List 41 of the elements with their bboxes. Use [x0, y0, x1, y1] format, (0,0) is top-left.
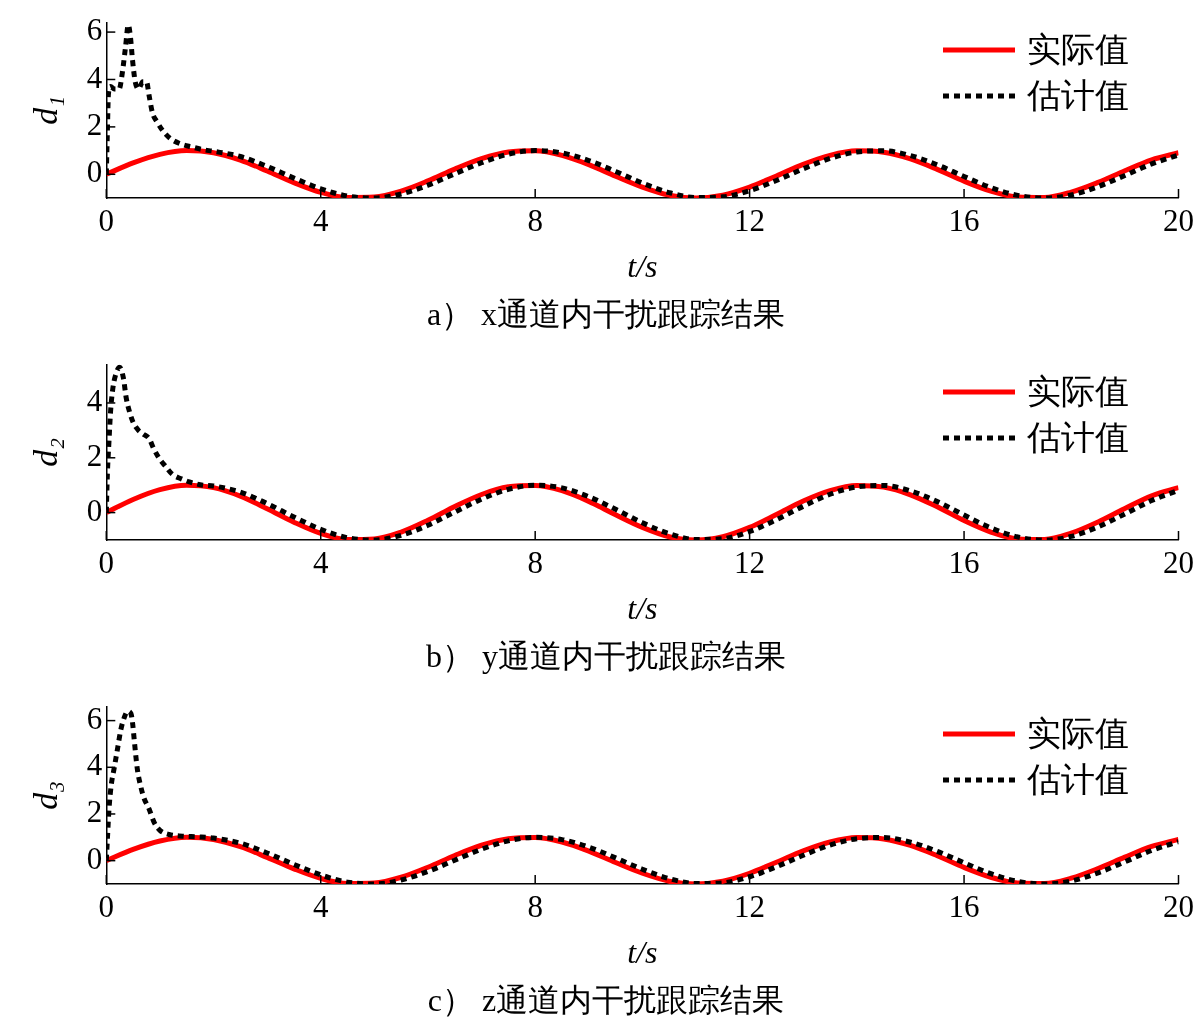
legend-label: 估计值: [1026, 759, 1129, 800]
y-tick-label: 6: [86, 12, 103, 48]
x-tick-label: 4: [312, 202, 329, 238]
x-tick-label: 12: [734, 888, 766, 924]
y-tick-label: 4: [86, 747, 103, 783]
y-tick-label: 6: [86, 700, 103, 736]
y-tick-label: 2: [86, 107, 103, 143]
x-tick-label: 8: [527, 888, 543, 924]
y-tick-label: 0: [86, 154, 103, 190]
x-tick-label: 20: [1163, 888, 1194, 924]
y-tick-label: 4: [86, 383, 103, 419]
x-tick-label: 4: [312, 544, 329, 580]
x-tick-label: 16: [948, 544, 980, 580]
x-tick-label: 8: [527, 202, 543, 238]
x-tick-label: 16: [948, 888, 980, 924]
x-tick-label: 12: [734, 202, 766, 238]
y-axis-title: d₁: [27, 95, 65, 125]
text: a） x通道内干扰跟踪结果: [426, 296, 786, 333]
text: c） z通道内干扰跟踪结果: [427, 982, 785, 1019]
x-axis-title: t/s: [627, 589, 658, 626]
y-tick-label: 4: [86, 59, 103, 95]
legend-label: 实际值: [1026, 371, 1129, 412]
x-axis-title: t/s: [627, 933, 658, 970]
legend-label: 估计值: [1026, 75, 1129, 116]
legend-label: 实际值: [1026, 29, 1129, 70]
x-axis-title: t/s: [627, 247, 658, 284]
x-tick-label: 20: [1163, 544, 1194, 580]
legend-label: 估计值: [1026, 417, 1129, 458]
legend-label: 实际值: [1026, 713, 1129, 754]
text: b） y通道内干扰跟踪结果: [426, 638, 786, 675]
y-tick-label: 0: [86, 840, 103, 876]
x-tick-label: 4: [312, 888, 329, 924]
x-tick-label: 8: [527, 544, 543, 580]
x-tick-label: 20: [1163, 202, 1194, 238]
x-tick-label: 12: [734, 544, 766, 580]
y-tick-label: 2: [86, 794, 103, 830]
y-axis-title: d₃: [27, 780, 65, 810]
x-tick-label: 16: [948, 202, 980, 238]
y-tick-label: 2: [86, 437, 103, 473]
y-tick-label: 0: [86, 492, 103, 528]
y-axis-title: d₂: [27, 437, 65, 467]
